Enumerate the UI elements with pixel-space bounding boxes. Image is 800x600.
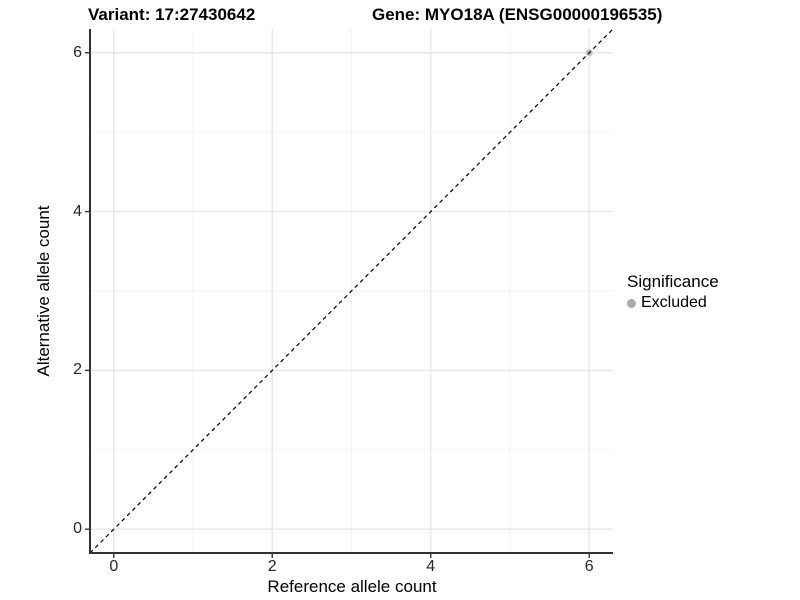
gene-title: Gene: MYO18A (ENSG00000196535) xyxy=(372,5,663,24)
y-tick-label: 0 xyxy=(73,520,82,538)
legend-item-excluded: Excluded xyxy=(627,294,719,312)
x-tick-label: 2 xyxy=(267,558,277,575)
x-axis-title: Reference allele count xyxy=(267,577,437,596)
x-tick-label: 6 xyxy=(584,558,594,575)
y-tick-label: 4 xyxy=(73,202,82,220)
y-tick-label: 2 xyxy=(73,361,82,379)
x-tick-label: 0 xyxy=(109,558,119,575)
legend-item-label: Excluded xyxy=(641,294,707,311)
legend: Significance Excluded xyxy=(627,272,719,312)
y-tick-label: 6 xyxy=(73,43,82,61)
x-tick-label: 4 xyxy=(426,558,436,575)
y-axis-title: Alternative allele count xyxy=(34,205,53,377)
identity-reference-line xyxy=(89,28,614,554)
excluded-point-icon xyxy=(627,298,636,308)
variant-title: Variant: 17:27430642 xyxy=(88,5,256,24)
legend-title: Significance xyxy=(627,272,719,291)
